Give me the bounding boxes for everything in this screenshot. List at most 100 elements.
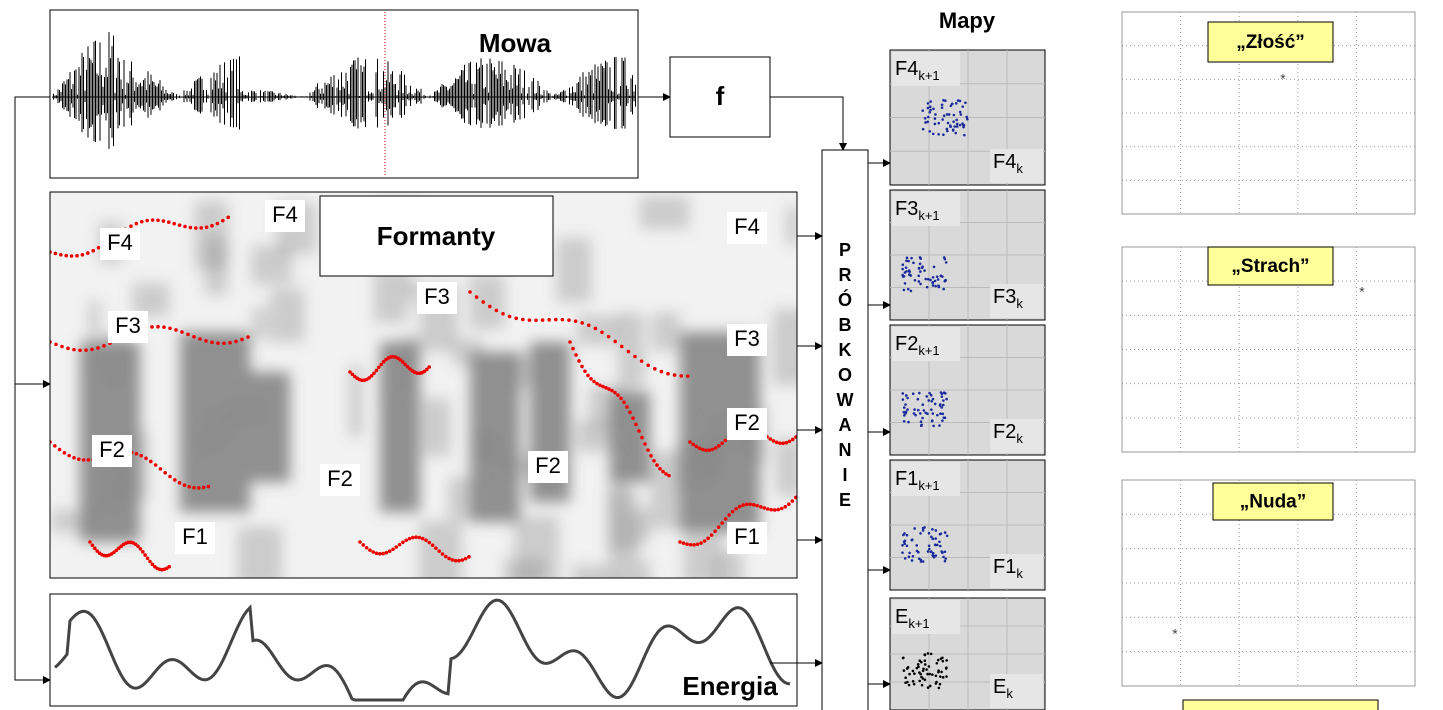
map-point	[934, 123, 937, 126]
map-point	[921, 265, 924, 268]
map-point	[941, 656, 944, 659]
map-point	[960, 113, 963, 116]
map-point	[919, 532, 922, 535]
map-point	[930, 653, 933, 656]
map-point	[903, 532, 906, 535]
formant-dot	[87, 458, 91, 462]
label-base: E	[895, 606, 908, 628]
formant-dot	[661, 470, 665, 474]
formant-dot	[600, 330, 604, 334]
formant-dot	[401, 540, 405, 544]
formant-dot	[140, 220, 144, 224]
arrow	[770, 97, 843, 150]
formant-dot	[613, 391, 617, 395]
map-point	[964, 101, 967, 104]
map-point	[931, 419, 934, 422]
map-point	[927, 102, 930, 105]
formant-dot	[437, 549, 441, 553]
formant-dot	[625, 405, 629, 409]
emotion-label-box	[1183, 700, 1378, 710]
formant-dot	[75, 254, 79, 258]
label-base: F3	[993, 286, 1016, 308]
map-point	[955, 119, 958, 122]
formant-dot	[141, 550, 145, 554]
formant-dot	[202, 486, 206, 490]
formant-dot	[692, 543, 696, 547]
formant-dot	[418, 536, 422, 540]
formant-dot	[653, 367, 657, 371]
formant-dot	[358, 540, 362, 544]
formant-label: F2	[99, 437, 125, 462]
formant-dot	[667, 474, 671, 478]
formant-dot	[689, 543, 693, 547]
formant-dot	[97, 246, 101, 250]
label-sub: k	[1016, 161, 1023, 176]
formant-dot	[186, 333, 190, 337]
map-point	[955, 102, 958, 105]
map-point	[903, 420, 906, 423]
spec-blob	[556, 238, 591, 302]
formant-dot	[461, 558, 465, 562]
map-point	[938, 286, 941, 289]
label-base: F2	[895, 333, 918, 355]
map-point	[932, 425, 935, 428]
formant-dot	[775, 441, 779, 445]
map-point	[926, 286, 929, 289]
formant-dot	[534, 318, 538, 322]
map-point	[940, 532, 943, 535]
formant-dot	[64, 254, 68, 258]
formant-dot	[197, 486, 201, 490]
formant-dot	[762, 506, 766, 510]
map: F4k+1F4k	[868, 50, 1045, 185]
formant-dot	[91, 543, 95, 547]
map-point	[947, 122, 950, 125]
formant-dot	[240, 338, 244, 342]
map-point	[965, 116, 968, 119]
formant-dot	[488, 305, 492, 309]
map-point	[931, 528, 934, 531]
formant-dot	[444, 555, 448, 559]
spec-blob	[89, 301, 100, 371]
map-point	[907, 288, 910, 291]
map-point	[901, 544, 904, 547]
map-point	[953, 114, 956, 117]
formant-dot	[592, 380, 596, 384]
map-point	[946, 534, 949, 537]
map-point	[941, 413, 944, 416]
label-base: E	[993, 676, 1006, 698]
map-point	[903, 542, 906, 545]
map-point	[913, 683, 916, 686]
formant-dot	[60, 345, 64, 349]
formant-dot	[475, 295, 479, 299]
formant-dot	[205, 225, 209, 229]
formant-dot	[427, 365, 431, 369]
formant-dot	[769, 508, 773, 512]
spec-blob	[251, 246, 291, 284]
formant-dot	[167, 565, 171, 569]
map-point	[901, 392, 904, 395]
map-point	[932, 412, 935, 415]
formant-dot	[673, 373, 677, 377]
formant-dot	[703, 539, 707, 543]
map-point	[904, 271, 907, 274]
map-point	[910, 274, 913, 277]
formant-dot	[589, 377, 593, 381]
formant-dot	[678, 540, 682, 544]
map-point	[924, 663, 927, 666]
map-point	[922, 668, 925, 671]
formant-dot	[634, 423, 638, 427]
formant-dot	[178, 223, 182, 227]
formant-dot	[724, 439, 728, 443]
map-point	[930, 551, 933, 554]
formant-dot	[162, 219, 166, 223]
spec-blob	[772, 309, 812, 385]
formant-dot	[162, 325, 166, 329]
formant-dot	[139, 454, 143, 458]
formant-dot	[388, 549, 392, 553]
formant-dot	[766, 507, 770, 511]
map-point	[905, 266, 908, 269]
label-base: F4	[895, 58, 918, 80]
formant-dot	[156, 325, 160, 329]
map-point	[908, 673, 911, 676]
map-point	[903, 289, 906, 292]
